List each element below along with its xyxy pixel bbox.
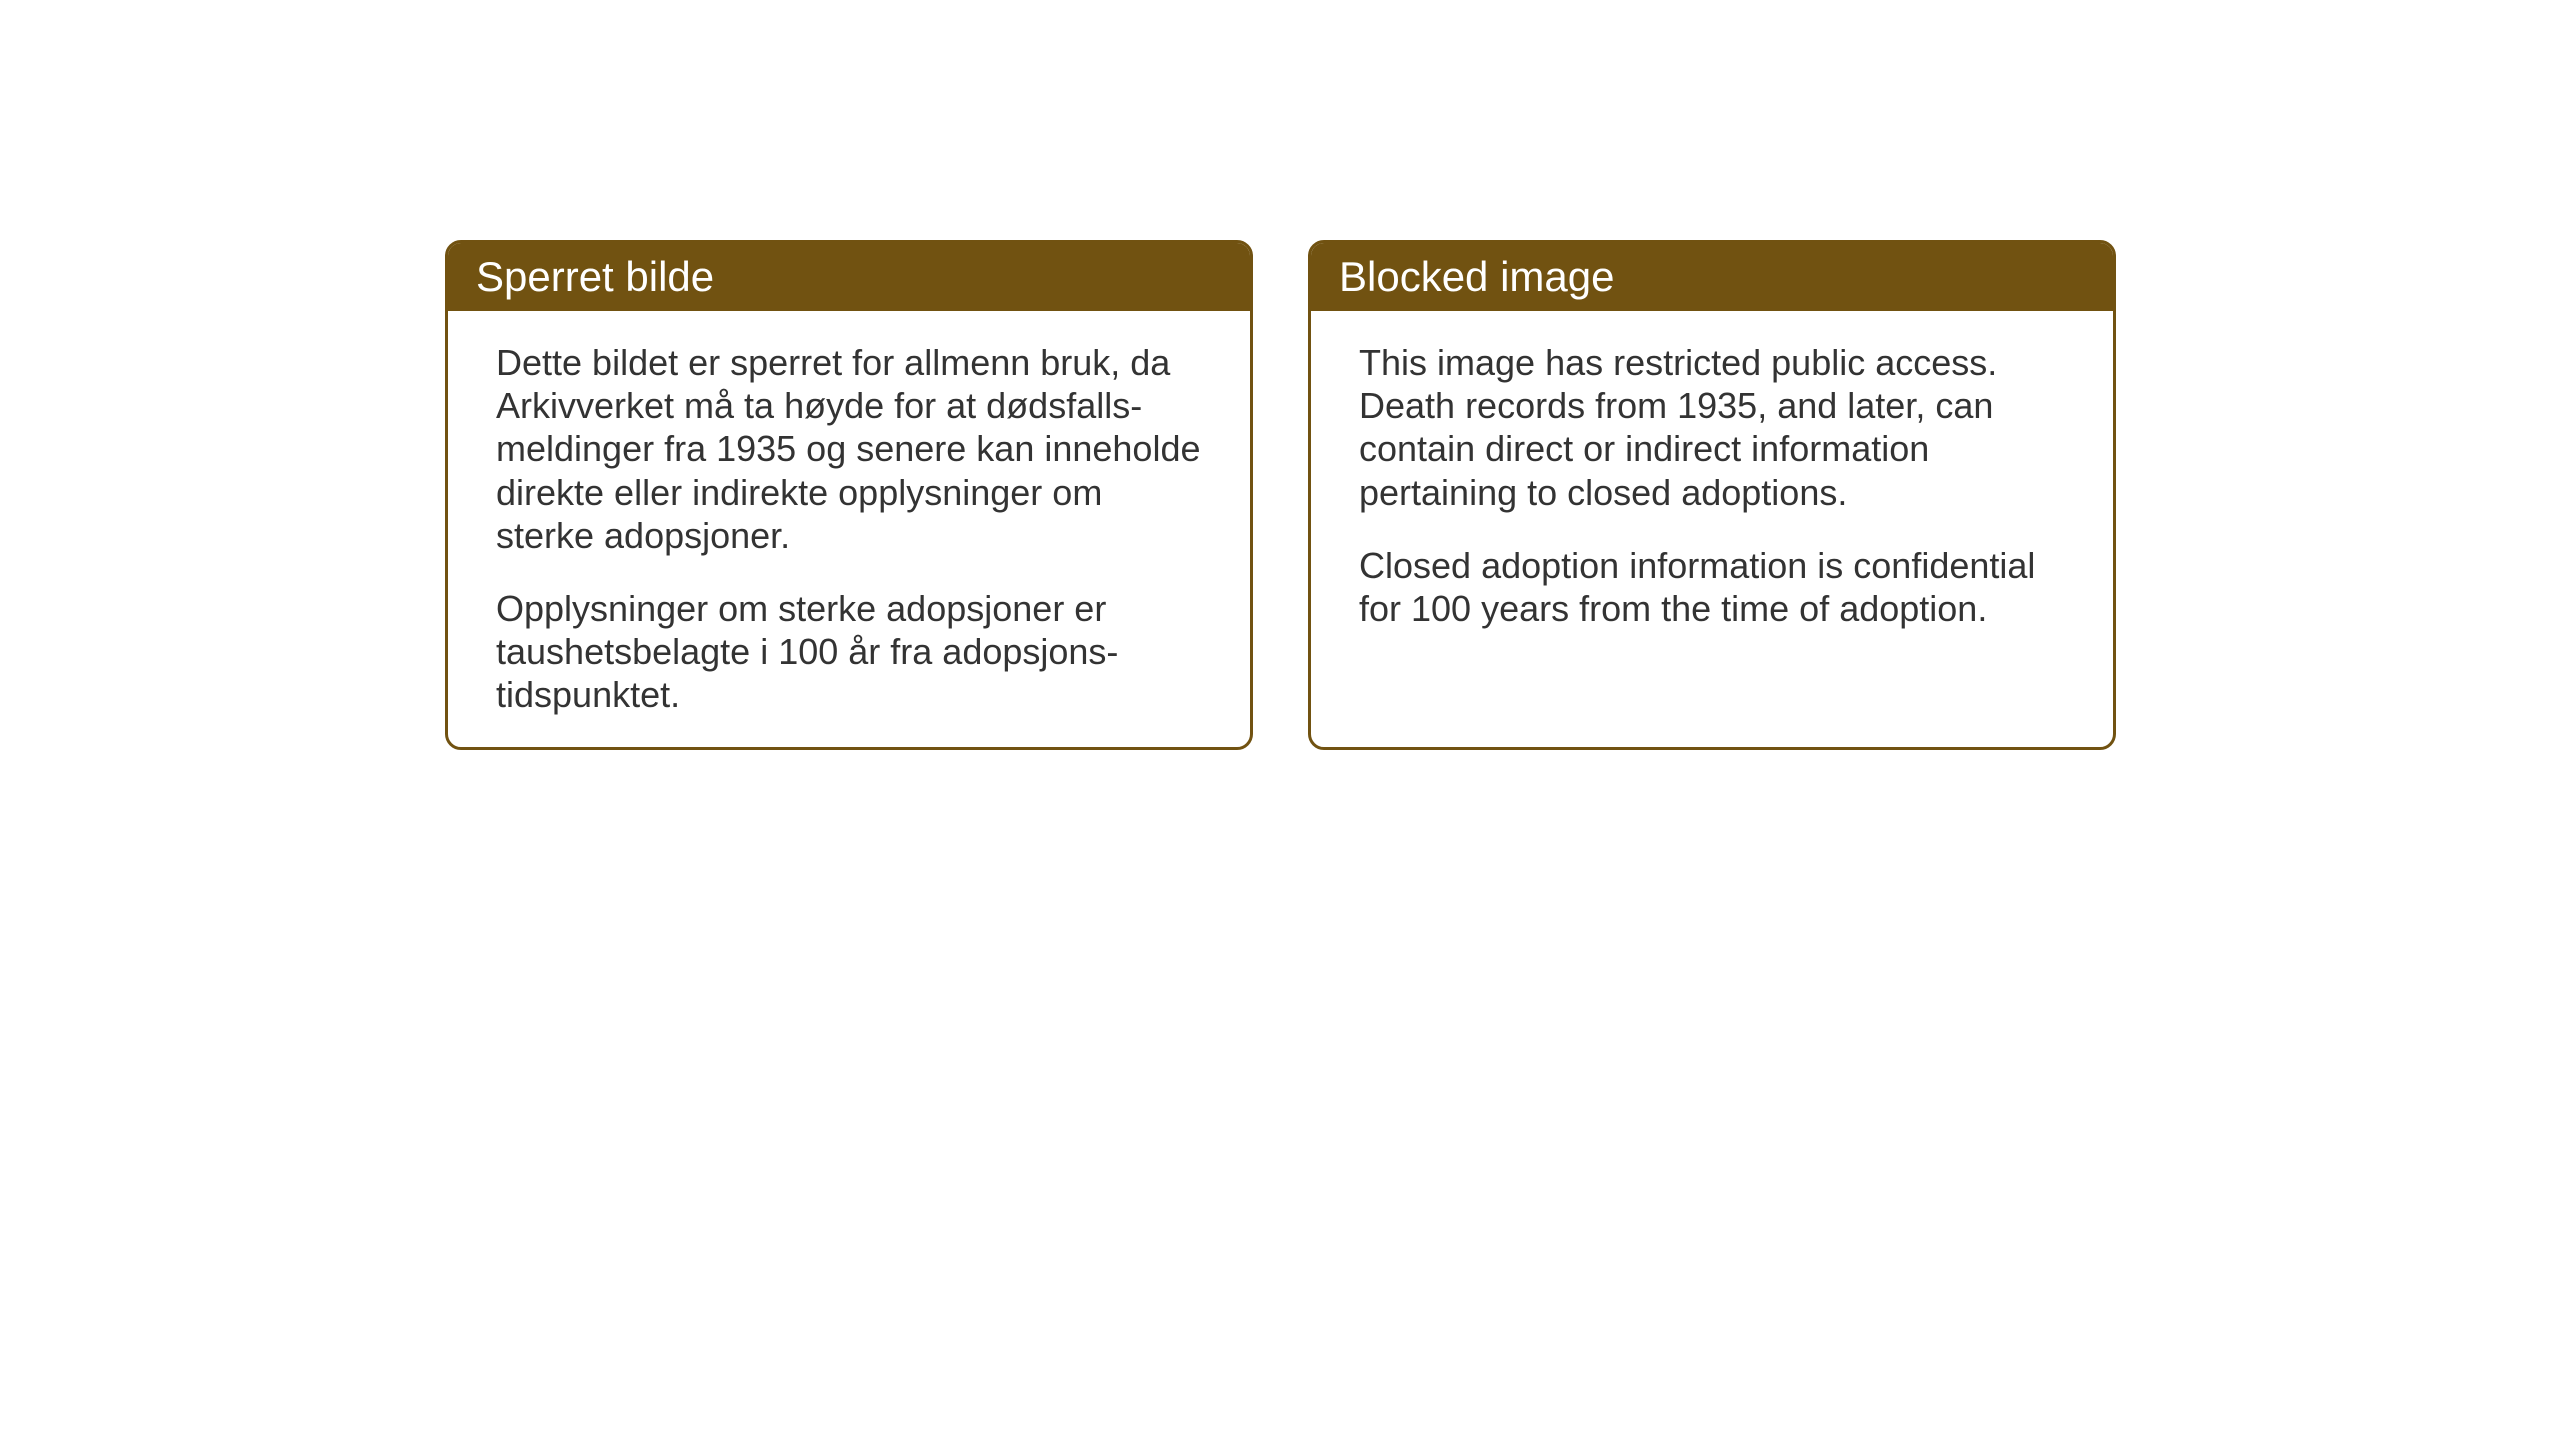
card-paragraph1-english: This image has restricted public access.… bbox=[1359, 341, 2065, 514]
card-title-norwegian: Sperret bilde bbox=[476, 253, 714, 300]
card-paragraph2-english: Closed adoption information is confident… bbox=[1359, 544, 2065, 630]
card-paragraph1-norwegian: Dette bildet er sperret for allmenn bruk… bbox=[496, 341, 1202, 557]
card-header-norwegian: Sperret bilde bbox=[448, 243, 1250, 311]
card-paragraph2-norwegian: Opplysninger om sterke adopsjoner er tau… bbox=[496, 587, 1202, 717]
card-body-english: This image has restricted public access.… bbox=[1311, 311, 2113, 670]
card-english: Blocked image This image has restricted … bbox=[1308, 240, 2116, 750]
card-body-norwegian: Dette bildet er sperret for allmenn bruk… bbox=[448, 311, 1250, 750]
cards-container: Sperret bilde Dette bildet er sperret fo… bbox=[445, 240, 2116, 750]
card-title-english: Blocked image bbox=[1339, 253, 1614, 300]
card-norwegian: Sperret bilde Dette bildet er sperret fo… bbox=[445, 240, 1253, 750]
card-header-english: Blocked image bbox=[1311, 243, 2113, 311]
